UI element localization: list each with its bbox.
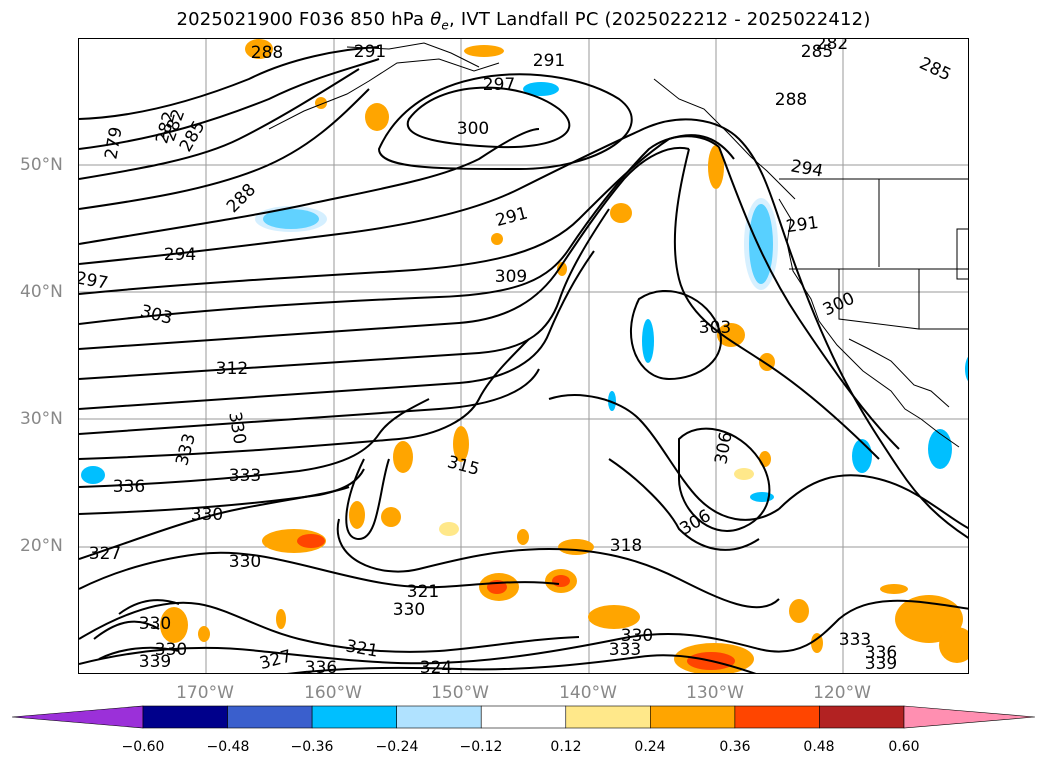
contour-label: 309	[495, 267, 527, 287]
contour-label: 303	[699, 318, 731, 338]
lon-label-130w: 130°W	[686, 683, 744, 703]
contour-label: 294	[164, 245, 196, 265]
colorbar-extend-low	[11, 705, 144, 729]
colorbar-tick: −0.12	[459, 739, 503, 755]
contour-label: 333	[609, 640, 641, 660]
lat-label-50n: 50°N	[20, 155, 63, 175]
colorbar-segment	[480, 705, 567, 729]
contour-label: 318	[610, 536, 642, 556]
contour-label: 324	[420, 658, 452, 674]
contour-label: 321	[407, 582, 439, 602]
title-suffix: , IVT Landfall PC (2025022212 - 20250224…	[449, 9, 871, 30]
contour-label: 291	[493, 203, 530, 231]
lat-label-20n: 20°N	[20, 536, 63, 556]
colorbar-segment	[565, 705, 651, 729]
contour-label: 330	[191, 505, 223, 525]
contour-label: 339	[865, 654, 897, 674]
colorbar	[11, 705, 1036, 729]
contour-labels: 288 291 291 297 300 282 279 282 285 288 …	[79, 39, 954, 674]
theta-symbol: θ	[430, 9, 442, 30]
map-title: 2025021900 F036 850 hPa θe, IVT Landfall…	[0, 9, 1047, 33]
title-prefix: 2025021900 F036 850 hPa	[176, 9, 431, 30]
colorbar-segment	[650, 705, 736, 729]
colorbar-tick: −0.24	[375, 739, 419, 755]
lon-label-140w: 140°W	[559, 683, 617, 703]
contour-label: 330	[621, 626, 653, 646]
contour-label: 297	[79, 268, 110, 293]
contour-label: 330	[393, 600, 425, 620]
contour-label: 288	[775, 90, 807, 110]
contour-label: 282	[816, 39, 848, 54]
map-panel: 288 291 291 297 300 282 279 282 285 288 …	[78, 38, 969, 674]
colorbar-tick: 0.60	[888, 739, 920, 755]
colorbar-segment	[311, 705, 397, 729]
colorbar-extend-high	[903, 705, 1036, 729]
colorbar-segment	[227, 705, 313, 729]
map-canvas: 288 291 291 297 300 282 279 282 285 288 …	[79, 39, 968, 674]
colorbar-tick: −0.36	[290, 739, 334, 755]
lat-label-30n: 30°N	[20, 409, 63, 429]
colorbar-segment	[819, 705, 905, 729]
contour-label: 330	[155, 640, 187, 660]
contour-label: 336	[113, 477, 145, 497]
contour-label: 336	[865, 643, 897, 663]
contour-label: 306	[711, 430, 736, 465]
lon-label-170w: 170°W	[176, 683, 234, 703]
contour-label: 333	[229, 466, 261, 486]
contour-label: 333	[172, 431, 200, 468]
contour-label: 330	[139, 614, 171, 634]
contour-label: 297	[483, 75, 515, 95]
colorbar-tick: 0.48	[803, 739, 835, 755]
colorbar-tick: −0.48	[206, 739, 250, 755]
colorbar-segment	[396, 705, 482, 729]
contour-label: 303	[138, 301, 175, 329]
lat-label-40n: 40°N	[20, 282, 63, 302]
contour-label: 288	[223, 180, 260, 217]
colorbar-tick: 0.24	[634, 739, 666, 755]
contour-label: 300	[457, 119, 489, 139]
colorbar-segment	[734, 705, 820, 729]
contour-label: 330	[224, 410, 249, 445]
contour-label: 291	[354, 42, 386, 62]
lon-label-160w: 160°W	[304, 683, 362, 703]
colorbar-tick: 0.36	[719, 739, 751, 755]
contour-label: 315	[445, 452, 482, 480]
contour-label: 285	[916, 54, 954, 86]
colorbar-tick: 0.12	[550, 739, 582, 755]
coastlines	[268, 42, 968, 448]
theta-e-contours	[79, 46, 968, 673]
contour-label: 288	[251, 43, 283, 63]
contour-label: 321	[344, 636, 379, 661]
graticule	[79, 39, 968, 673]
theta-subscript: e	[441, 18, 450, 33]
contour-label: 330	[229, 552, 261, 572]
colorbar-tick: −0.60	[121, 739, 165, 755]
contour-label: 312	[216, 359, 248, 379]
contour-label: 285	[801, 42, 833, 62]
contour-label: 306	[676, 506, 714, 540]
contour-label: 279	[101, 125, 126, 160]
contour-label: 333	[839, 630, 871, 650]
contour-label: 339	[139, 652, 171, 672]
contour-label: 336	[305, 658, 337, 674]
contour-label: 294	[789, 156, 824, 181]
lon-label-120w: 120°W	[813, 683, 871, 703]
contour-label: 327	[89, 544, 121, 564]
colorbar-segment	[142, 705, 228, 729]
shaded-anomalies	[81, 39, 968, 673]
lon-label-150w: 150°W	[431, 683, 489, 703]
contour-label: 291	[533, 51, 565, 71]
contour-label: 291	[785, 213, 820, 237]
